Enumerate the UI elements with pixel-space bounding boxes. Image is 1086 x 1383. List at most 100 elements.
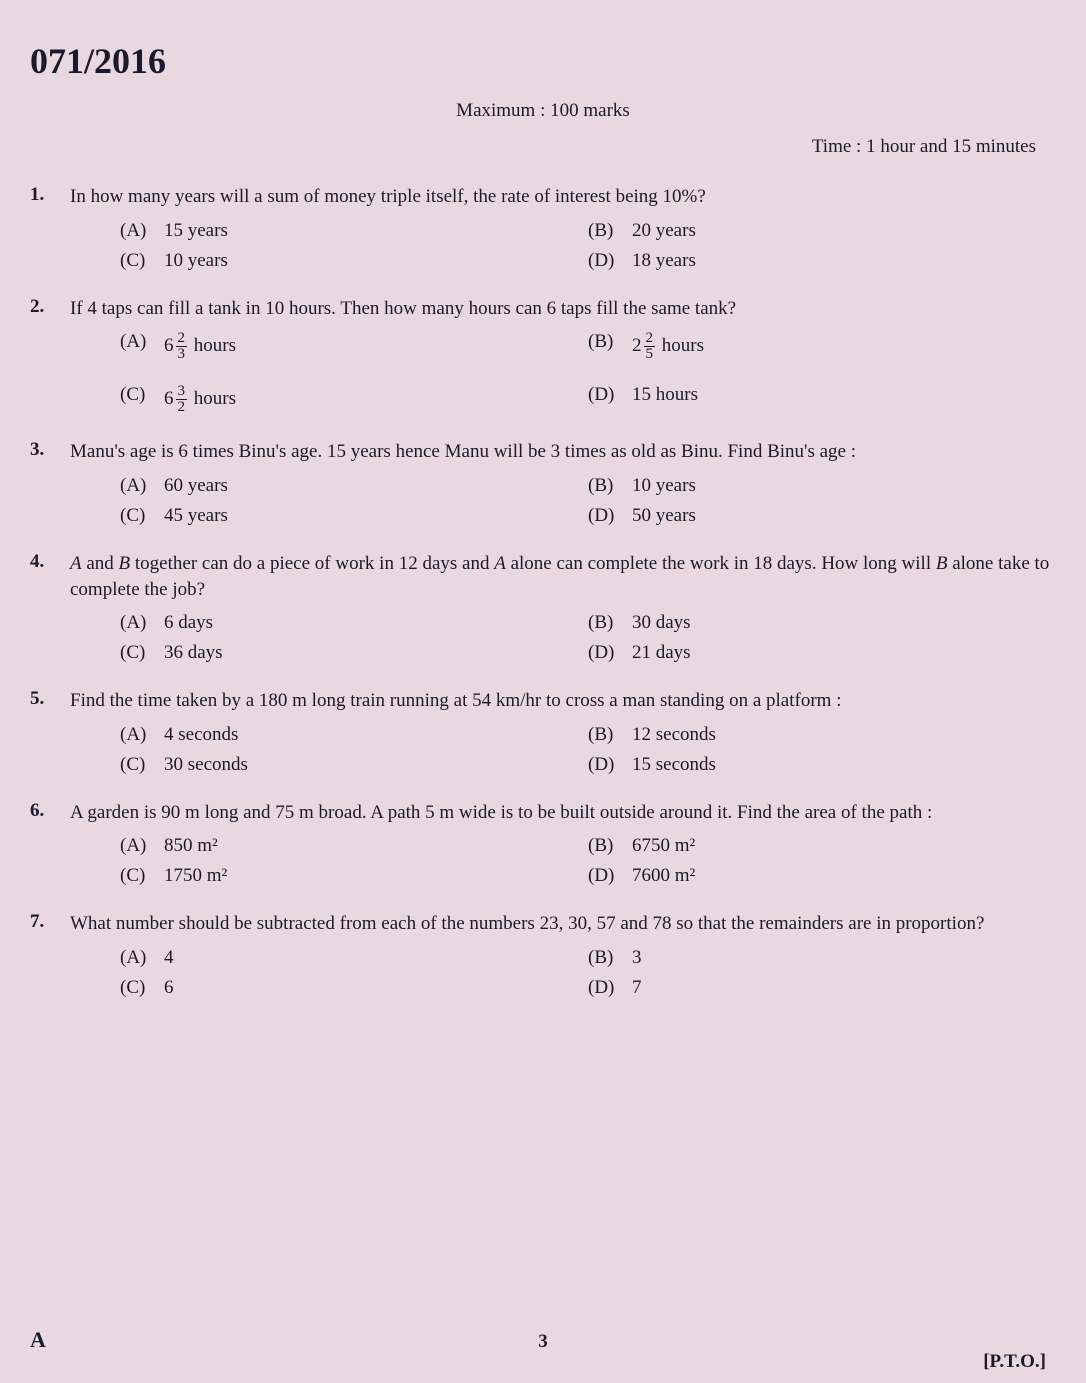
option-d: (D)15 seconds (588, 754, 1056, 776)
option-label: (D) (588, 754, 632, 776)
option-c: (C)45 years (120, 505, 588, 527)
option-label: (B) (588, 612, 632, 634)
question-number: 6. (30, 800, 70, 888)
question-5: 5. Find the time taken by a 180 m long t… (30, 688, 1056, 776)
option-d: (D)18 years (588, 250, 1056, 272)
option-text: 4 seconds (164, 724, 238, 746)
option-text: 60 years (164, 475, 228, 497)
option-text: 3 (632, 947, 642, 969)
option-label: (C) (120, 865, 164, 887)
question-text: A and B together can do a piece of work … (70, 551, 1056, 602)
question-4: 4. A and B together can do a piece of wo… (30, 551, 1056, 664)
question-2: 2. If 4 taps can fill a tank in 10 hours… (30, 296, 1056, 416)
option-a: (A) 623 hours (120, 331, 588, 362)
option-a: (A)60 years (120, 475, 588, 497)
option-label: (A) (120, 220, 164, 242)
question-text: A garden is 90 m long and 75 m broad. A … (70, 800, 1056, 826)
paper-code: 071/2016 (30, 40, 1056, 82)
fraction: 25 (644, 331, 656, 362)
question-1: 1. In how many years will a sum of money… (30, 184, 1056, 272)
option-d: (D)7 (588, 977, 1056, 999)
option-text: 15 years (164, 220, 228, 242)
option-b: (B)10 years (588, 475, 1056, 497)
mixed-whole: 2 (632, 335, 642, 356)
unit-text: hours (189, 335, 236, 356)
option-text: 6750 m² (632, 835, 695, 857)
option-label: (D) (588, 642, 632, 664)
option-label: (C) (120, 505, 164, 527)
question-6: 6. A garden is 90 m long and 75 m broad.… (30, 800, 1056, 888)
option-label: (D) (588, 865, 632, 887)
time-limit: Time : 1 hour and 15 minutes (30, 136, 1056, 158)
question-number: 7. (30, 911, 70, 999)
option-text: 7600 m² (632, 865, 695, 887)
option-text: 18 years (632, 250, 696, 272)
option-text: 30 seconds (164, 754, 248, 776)
mixed-whole: 6 (164, 335, 174, 356)
option-label: (A) (120, 475, 164, 497)
option-b: (B)3 (588, 947, 1056, 969)
series-letter: A (30, 1327, 46, 1352)
fraction: 23 (176, 331, 188, 362)
question-text: In how many years will a sum of money tr… (70, 184, 1056, 210)
option-label: (A) (120, 947, 164, 969)
mixed-whole: 6 (164, 388, 174, 409)
option-label: (B) (588, 331, 632, 362)
option-label: (D) (588, 384, 632, 415)
option-label: (C) (120, 642, 164, 664)
option-d: (D)21 days (588, 642, 1056, 664)
option-label: (D) (588, 977, 632, 999)
option-c: (C)6 (120, 977, 588, 999)
option-a: (A)850 m² (120, 835, 588, 857)
option-c: (C)36 days (120, 642, 588, 664)
max-marks: Maximum : 100 marks (30, 100, 1056, 122)
option-b: (B)20 years (588, 220, 1056, 242)
option-label: (B) (588, 947, 632, 969)
question-number: 1. (30, 184, 70, 272)
question-number: 3. (30, 439, 70, 527)
option-a: (A)4 seconds (120, 724, 588, 746)
question-text: What number should be subtracted from ea… (70, 911, 1056, 937)
option-d: (D)50 years (588, 505, 1056, 527)
option-label: (C) (120, 250, 164, 272)
option-c: (C)30 seconds (120, 754, 588, 776)
option-text: 10 years (632, 475, 696, 497)
option-label: (D) (588, 250, 632, 272)
page-footer: A 3 [P.T.O.] (30, 1327, 1056, 1353)
option-label: (C) (120, 977, 164, 999)
option-text: 12 seconds (632, 724, 716, 746)
option-label: (A) (120, 835, 164, 857)
option-text: 4 (164, 947, 174, 969)
option-text: 850 m² (164, 835, 218, 857)
option-label: (C) (120, 384, 164, 415)
option-d: (D)7600 m² (588, 865, 1056, 887)
option-text: 7 (632, 977, 642, 999)
option-text: 632 hours (164, 384, 236, 415)
option-a: (A)6 days (120, 612, 588, 634)
fraction: 32 (176, 384, 188, 415)
option-text: 21 days (632, 642, 691, 664)
unit-text: hours (657, 335, 704, 356)
option-label: (A) (120, 612, 164, 634)
option-label: (B) (588, 220, 632, 242)
option-label: (A) (120, 331, 164, 362)
option-text: 623 hours (164, 331, 236, 362)
question-text: Manu's age is 6 times Binu's age. 15 yea… (70, 439, 1056, 465)
option-d: (D)15 hours (588, 384, 1056, 415)
option-text: 225 hours (632, 331, 704, 362)
question-number: 4. (30, 551, 70, 664)
option-b: (B) 225 hours (588, 331, 1056, 362)
question-number: 2. (30, 296, 70, 416)
question-7: 7. What number should be subtracted from… (30, 911, 1056, 999)
option-c: (C)1750 m² (120, 865, 588, 887)
option-text: 45 years (164, 505, 228, 527)
option-label: (A) (120, 724, 164, 746)
option-label: (B) (588, 724, 632, 746)
option-text: 10 years (164, 250, 228, 272)
option-label: (B) (588, 835, 632, 857)
unit-text: hours (189, 388, 236, 409)
option-text: 6 (164, 977, 174, 999)
question-text: Find the time taken by a 180 m long trai… (70, 688, 1056, 714)
option-text: 15 seconds (632, 754, 716, 776)
option-text: 15 hours (632, 384, 698, 415)
